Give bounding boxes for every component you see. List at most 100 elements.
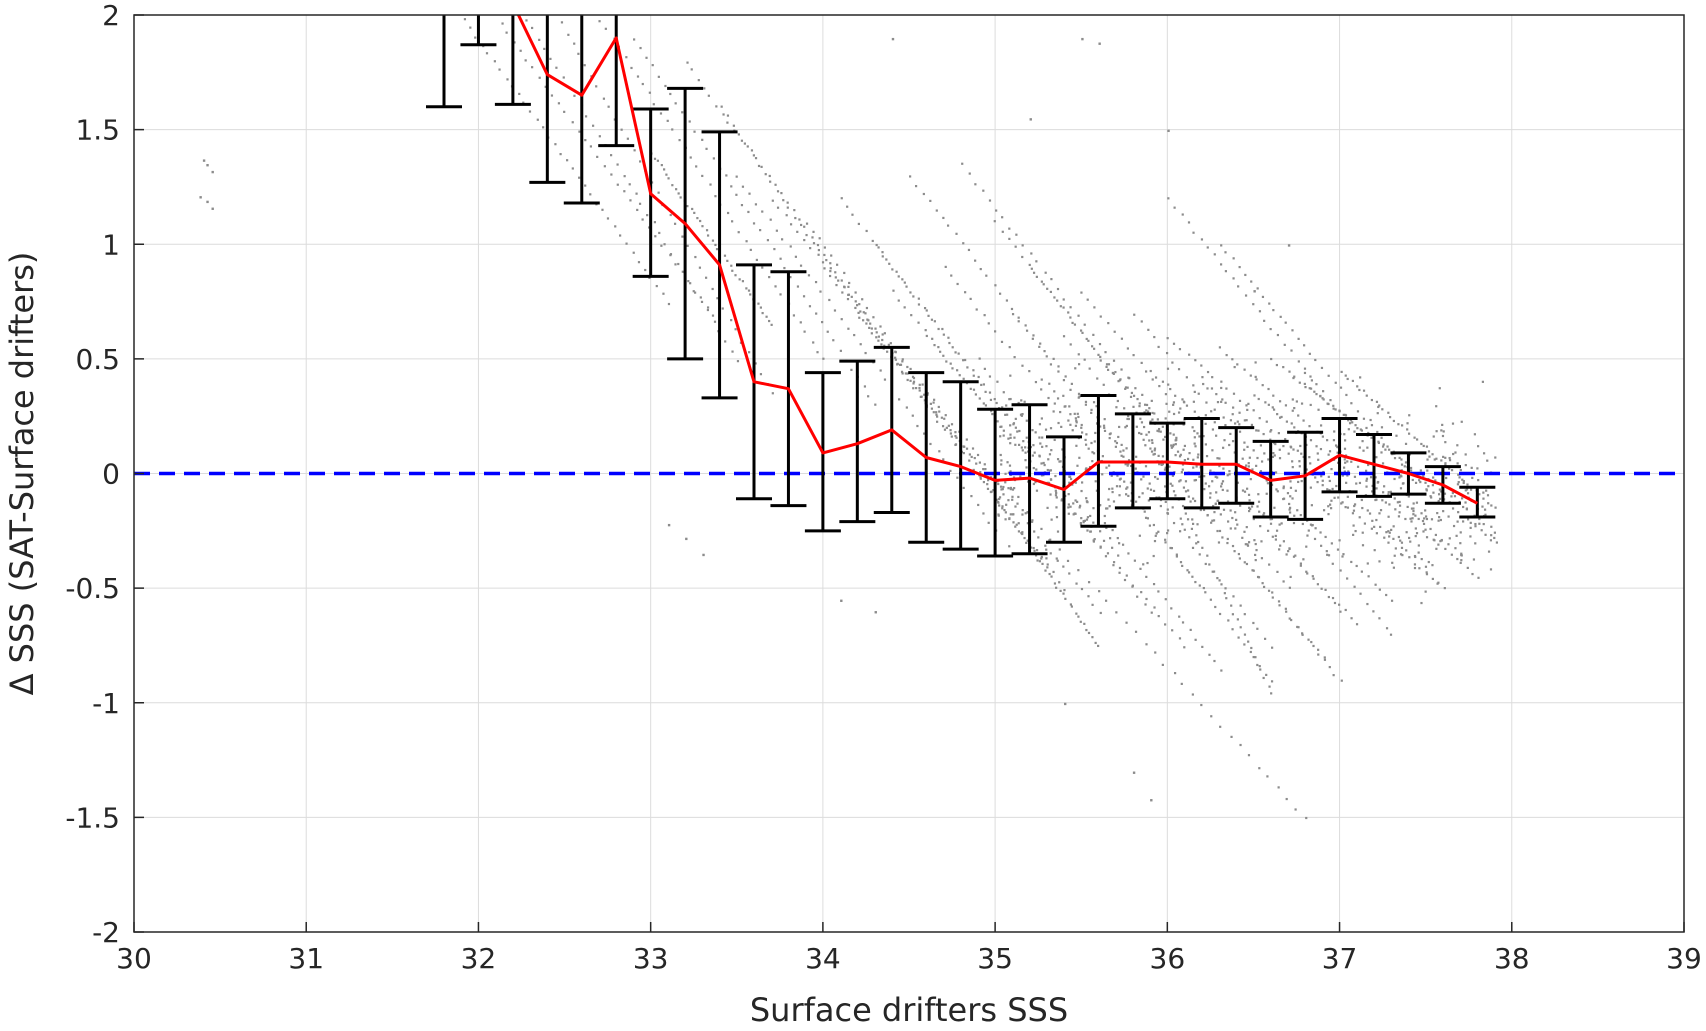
scatter-point (905, 285, 908, 288)
scatter-point (1245, 404, 1248, 407)
scatter-point (1093, 306, 1096, 309)
scatter-point (1120, 337, 1124, 340)
scatter-point (1238, 411, 1241, 414)
scatter-point (1172, 401, 1176, 404)
scatter-point (1187, 221, 1191, 224)
scatter-point (825, 258, 828, 262)
scatter-point (812, 242, 816, 245)
scatter-point (859, 310, 862, 313)
scatter-point (1048, 382, 1051, 385)
scatter-point (798, 218, 801, 221)
scatter-point (1009, 436, 1012, 439)
scatter-point (573, 42, 576, 45)
scatter-point (1002, 434, 1005, 437)
scatter-point (1107, 322, 1110, 325)
scatter-point (1150, 450, 1154, 453)
scatter-point (1125, 621, 1128, 624)
scatter-point (1125, 447, 1128, 450)
scatter-point (1024, 446, 1027, 449)
scatter-point (513, 41, 516, 44)
scatter-point (859, 343, 862, 346)
scatter-point (1055, 516, 1059, 519)
scatter-point (1352, 509, 1356, 512)
scatter-point (1459, 531, 1462, 534)
scatter-point (967, 248, 971, 252)
scatter-point (1144, 603, 1147, 606)
scatter-point (1083, 323, 1086, 326)
scatter-point (950, 435, 953, 438)
scatter-point (1495, 541, 1498, 544)
scatter-point (1077, 392, 1081, 395)
scatter-point (818, 237, 821, 240)
scatter-point (821, 261, 825, 264)
scatter-point (854, 300, 857, 303)
scatter-point (1271, 646, 1274, 649)
scatter-point (974, 259, 977, 262)
scatter-point (726, 211, 730, 215)
scatter-point (679, 196, 682, 199)
scatter-point (1248, 499, 1251, 502)
scatter-point (1305, 545, 1308, 548)
scatter-point (923, 393, 926, 396)
scatter-point (559, 153, 562, 156)
scatter-point (1238, 557, 1241, 560)
scatter-point (972, 369, 975, 372)
scatter-point (1233, 365, 1236, 369)
scatter-point (1296, 509, 1299, 512)
scatter-point (1254, 542, 1257, 546)
scatter-point (1119, 477, 1122, 480)
scatter-point (1346, 577, 1349, 580)
scatter-point (1265, 492, 1268, 495)
scatter-point (1338, 603, 1341, 606)
scatter-point (1028, 370, 1031, 373)
scatter-point (616, 163, 619, 166)
scatter-point (1058, 460, 1061, 463)
scatter-point (1178, 455, 1182, 458)
scatter-point (897, 275, 900, 278)
scatter-point (690, 68, 693, 71)
scatter-point (1077, 314, 1080, 317)
scatter-point (789, 245, 792, 248)
scatter-point (1257, 500, 1261, 503)
scatter-point (1192, 458, 1195, 461)
scatter-point (1375, 456, 1378, 459)
scatter-point (1151, 378, 1154, 381)
scatter-point (1038, 423, 1042, 426)
scatter-point (999, 435, 1002, 438)
scatter-point (1465, 507, 1469, 510)
scatter-point (957, 352, 960, 355)
scatter-point (1343, 470, 1346, 473)
scatter-point (1330, 499, 1333, 502)
scatter-point (817, 248, 820, 252)
scatter-point (1319, 424, 1323, 427)
scatter-point (1040, 378, 1043, 381)
scatter-point (1436, 582, 1439, 585)
scatter-point (1044, 569, 1047, 572)
scatter-point (867, 319, 870, 322)
scatter-point (543, 47, 546, 50)
scatter-point (1036, 559, 1039, 562)
scatter-point (1269, 430, 1272, 433)
scatter-point (1033, 530, 1036, 533)
scatter-point (993, 398, 996, 401)
scatter-point (1009, 397, 1012, 401)
scatter-point (1258, 665, 1261, 668)
scatter-point (1032, 482, 1035, 486)
scatter-point (1005, 503, 1008, 506)
scatter-point (1260, 540, 1263, 543)
scatter-point (1076, 412, 1079, 415)
scatter-point (1471, 572, 1474, 576)
scatter-point (1145, 643, 1148, 646)
scatter-point (1120, 443, 1123, 447)
scatter-point (1184, 480, 1188, 483)
scatter-point (779, 257, 782, 260)
scatter-point (485, 52, 489, 55)
scatter-point (829, 267, 832, 270)
scatter-point (1232, 392, 1236, 395)
scatter-point (1171, 445, 1175, 448)
scatter-point (1158, 384, 1161, 388)
scatter-point (1477, 445, 1480, 448)
scatter-point (811, 236, 814, 239)
scatter-point (1414, 555, 1417, 559)
scatter-point (1055, 586, 1058, 589)
